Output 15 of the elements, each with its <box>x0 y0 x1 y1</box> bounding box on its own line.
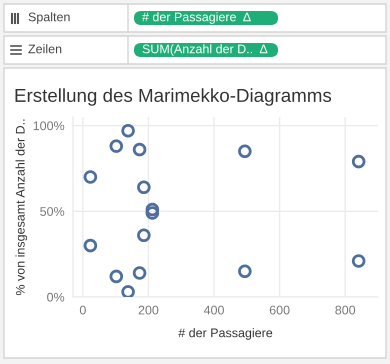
x-tick-label: 0 <box>80 306 86 315</box>
y-tick-label: 0% <box>47 292 64 302</box>
y-axis-title: % von insgesamt Anzahl der D.. <box>15 120 28 296</box>
x-axis-title: # der Passagiere <box>178 328 272 340</box>
text: # der Passagiere Δ <box>142 12 251 24</box>
y-tick-label: 50% <box>40 207 64 216</box>
x-tick-label: 400 <box>204 306 224 315</box>
text: Spalten <box>28 12 70 24</box>
chart-title: Erstellung des Marimekko-Diagramms <box>16 88 332 106</box>
x-tick-label: 800 <box>335 306 356 315</box>
x-tick-label: 200 <box>138 306 158 315</box>
text: SUM(Anzahl der D.. Δ <box>142 44 268 56</box>
x-tick-label: 600 <box>270 306 290 315</box>
text: Zeilen <box>28 44 62 54</box>
y-tick-label: 100% <box>34 121 64 130</box>
